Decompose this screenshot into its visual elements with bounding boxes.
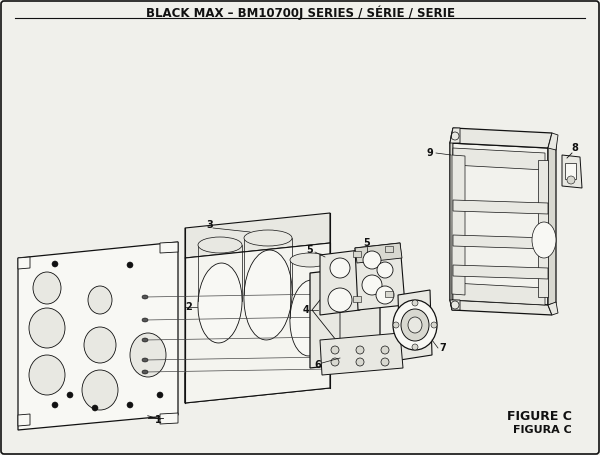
- Polygon shape: [453, 200, 548, 214]
- Polygon shape: [453, 235, 548, 249]
- Polygon shape: [18, 257, 30, 269]
- Polygon shape: [310, 265, 380, 368]
- Bar: [385, 291, 393, 297]
- Bar: [385, 246, 393, 252]
- Bar: [353, 251, 361, 257]
- Ellipse shape: [88, 286, 112, 314]
- Ellipse shape: [381, 358, 389, 366]
- Polygon shape: [452, 155, 465, 295]
- Ellipse shape: [532, 222, 556, 258]
- Ellipse shape: [393, 322, 399, 328]
- Ellipse shape: [142, 318, 148, 322]
- Text: BLACK MAX – BM10700J SERIES / SÉRIE / SERIE: BLACK MAX – BM10700J SERIES / SÉRIE / SE…: [146, 6, 455, 20]
- Ellipse shape: [82, 370, 118, 410]
- Polygon shape: [355, 243, 405, 310]
- Polygon shape: [398, 290, 432, 360]
- Ellipse shape: [316, 346, 328, 364]
- Ellipse shape: [127, 262, 133, 268]
- Polygon shape: [562, 155, 582, 188]
- Ellipse shape: [84, 327, 116, 363]
- Text: FIGURA C: FIGURA C: [513, 425, 572, 435]
- Polygon shape: [320, 333, 403, 375]
- Ellipse shape: [142, 295, 148, 299]
- Ellipse shape: [92, 405, 98, 411]
- Ellipse shape: [142, 358, 148, 362]
- Text: 4: 4: [302, 305, 310, 315]
- Ellipse shape: [52, 402, 58, 408]
- Bar: [353, 296, 361, 302]
- Polygon shape: [450, 128, 460, 143]
- Polygon shape: [185, 358, 330, 403]
- Ellipse shape: [362, 275, 382, 295]
- Text: 5: 5: [307, 245, 313, 255]
- Text: 6: 6: [314, 360, 322, 370]
- Text: 5: 5: [364, 238, 370, 248]
- Polygon shape: [548, 302, 558, 315]
- Polygon shape: [18, 242, 178, 430]
- Ellipse shape: [52, 261, 58, 267]
- Text: 7: 7: [440, 343, 446, 353]
- Ellipse shape: [142, 370, 148, 374]
- Polygon shape: [450, 128, 552, 148]
- Ellipse shape: [431, 322, 437, 328]
- Ellipse shape: [290, 280, 330, 356]
- Ellipse shape: [244, 250, 292, 340]
- Ellipse shape: [290, 253, 330, 267]
- Bar: [565, 163, 576, 179]
- Polygon shape: [185, 213, 330, 258]
- Polygon shape: [450, 143, 548, 305]
- Ellipse shape: [142, 338, 148, 342]
- Polygon shape: [450, 128, 453, 310]
- Ellipse shape: [29, 355, 65, 395]
- Polygon shape: [548, 140, 556, 305]
- Ellipse shape: [412, 300, 418, 306]
- Text: 3: 3: [206, 220, 213, 230]
- Ellipse shape: [331, 346, 339, 354]
- Polygon shape: [453, 283, 545, 305]
- Ellipse shape: [393, 300, 437, 350]
- Ellipse shape: [376, 286, 394, 304]
- Polygon shape: [548, 133, 558, 150]
- Ellipse shape: [363, 251, 381, 269]
- Ellipse shape: [330, 258, 350, 278]
- Text: 9: 9: [427, 148, 433, 158]
- Ellipse shape: [328, 288, 352, 312]
- Polygon shape: [453, 265, 548, 279]
- Ellipse shape: [127, 402, 133, 408]
- Polygon shape: [450, 300, 460, 310]
- Polygon shape: [538, 160, 548, 297]
- Polygon shape: [160, 413, 178, 424]
- Text: 2: 2: [185, 302, 192, 312]
- Text: 8: 8: [572, 143, 578, 153]
- Ellipse shape: [356, 346, 364, 354]
- Ellipse shape: [356, 358, 364, 366]
- Ellipse shape: [567, 176, 575, 184]
- Polygon shape: [185, 243, 330, 403]
- Polygon shape: [18, 414, 30, 426]
- Ellipse shape: [67, 392, 73, 398]
- Ellipse shape: [198, 237, 242, 253]
- Ellipse shape: [29, 308, 65, 348]
- Polygon shape: [160, 242, 178, 253]
- Text: FIGURE C: FIGURE C: [507, 410, 572, 423]
- Ellipse shape: [401, 309, 429, 341]
- Polygon shape: [355, 243, 402, 263]
- Polygon shape: [453, 148, 545, 170]
- Ellipse shape: [130, 333, 166, 377]
- Ellipse shape: [408, 317, 422, 333]
- Ellipse shape: [412, 344, 418, 350]
- Ellipse shape: [381, 346, 389, 354]
- Polygon shape: [320, 250, 360, 315]
- Ellipse shape: [244, 230, 292, 246]
- Ellipse shape: [198, 263, 242, 343]
- Ellipse shape: [377, 262, 393, 278]
- Ellipse shape: [33, 272, 61, 304]
- Ellipse shape: [157, 392, 163, 398]
- Text: 1: 1: [155, 415, 162, 425]
- Polygon shape: [450, 300, 552, 315]
- Ellipse shape: [331, 358, 339, 366]
